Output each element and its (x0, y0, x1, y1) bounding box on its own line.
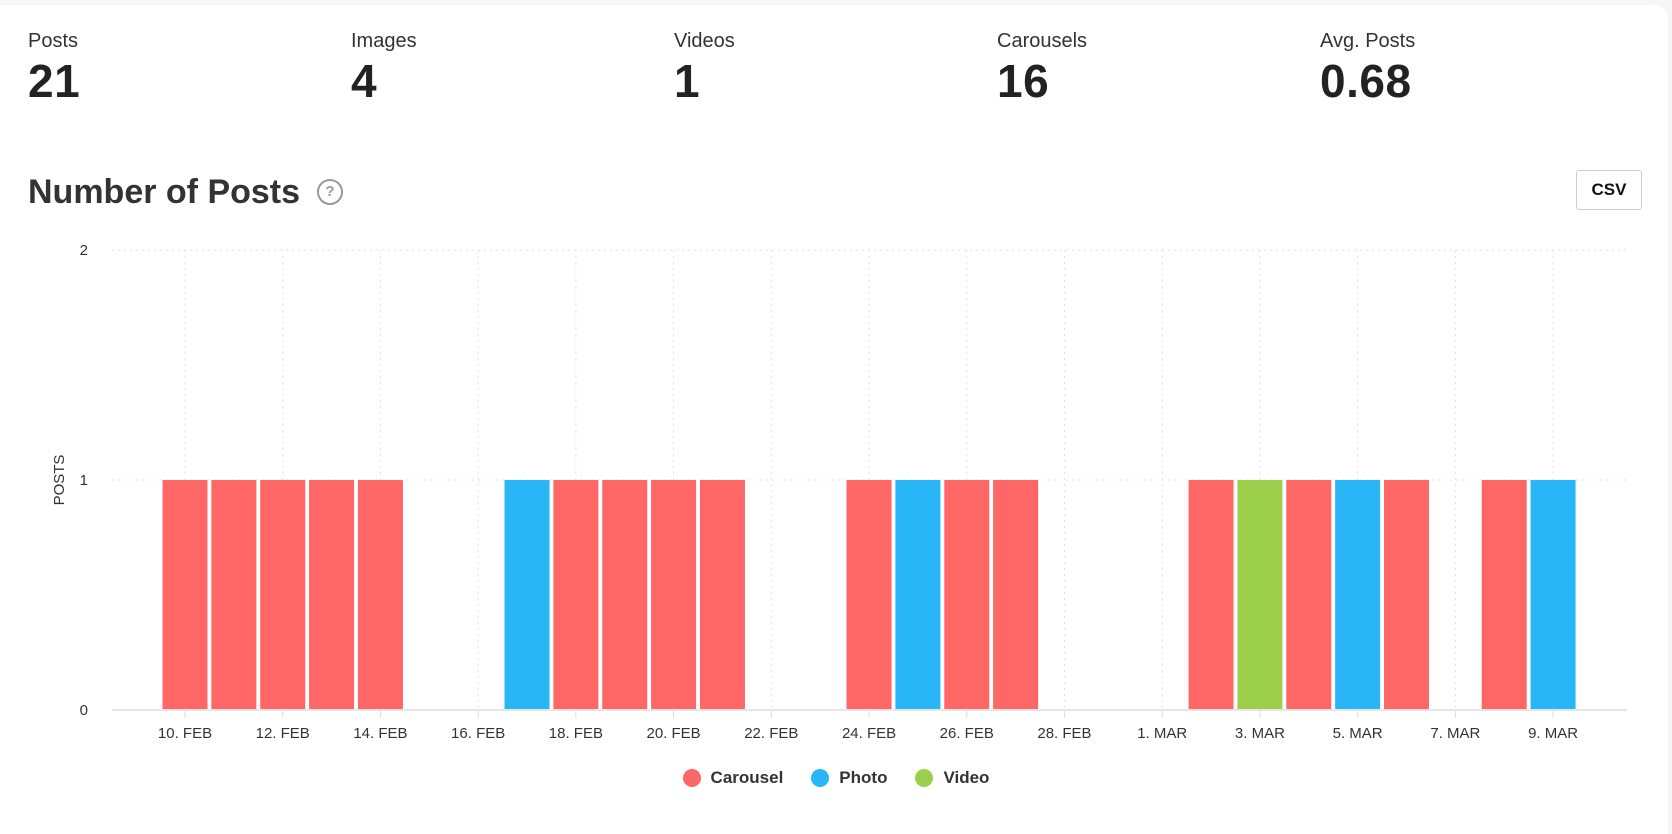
bar-video[interactable] (1237, 480, 1283, 710)
bar-carousel[interactable] (699, 480, 745, 710)
bars (162, 480, 1576, 710)
bar-carousel[interactable] (1481, 480, 1527, 710)
legend-label: Photo (839, 768, 888, 787)
legend-dot-icon (811, 769, 830, 787)
legend-dot-icon (682, 769, 701, 787)
section-title: Number of Posts (28, 173, 301, 211)
stat-posts: Posts 21 (28, 29, 80, 107)
bar-carousel[interactable] (553, 480, 599, 710)
question-circle-icon[interactable]: ? (317, 179, 343, 205)
y-tick-label: 2 (80, 242, 88, 259)
legend-dot-icon (915, 769, 934, 787)
x-tick-label: 16. FEB (451, 725, 505, 742)
stat-value: 16 (997, 55, 1050, 107)
y-tick-label: 1 (80, 472, 88, 489)
x-tick-label: 20. FEB (646, 725, 700, 742)
bar-carousel[interactable] (211, 480, 257, 710)
bar-carousel[interactable] (944, 480, 990, 710)
x-tick-label: 26. FEB (940, 725, 994, 742)
stat-label: Posts (28, 30, 79, 52)
axes: 0 1 2 10. FEB 12. FEB 14. FEB 16. FEB 18. FEB 20… (51, 242, 1627, 742)
x-tick-label: 3. MAR (1235, 725, 1285, 742)
legend-item-video[interactable]: Video (915, 768, 989, 788)
x-tick-label: 14. FEB (353, 725, 407, 742)
x-tick-label: 9. MAR (1528, 725, 1578, 742)
x-tick-label: 1. MAR (1137, 725, 1187, 742)
stat-avg-posts: Avg. Posts 0.68 (1320, 29, 1415, 107)
stat-label: Avg. Posts (1320, 30, 1416, 52)
stat-value: 21 (28, 55, 81, 107)
stat-value: 4 (351, 55, 378, 107)
stat-value: 0.68 (1320, 55, 1412, 107)
x-tick-label: 10. FEB (158, 725, 212, 742)
bar-carousel[interactable] (651, 480, 697, 710)
bar-carousel[interactable] (357, 480, 403, 710)
bar-carousel[interactable] (309, 480, 355, 710)
bar-carousel[interactable] (1384, 480, 1429, 710)
x-tick-label: 18. FEB (549, 725, 603, 742)
bar-carousel[interactable] (846, 480, 892, 710)
x-tick-label: 7. MAR (1430, 725, 1480, 742)
stat-label: Carousels (997, 30, 1088, 52)
y-tick-label: 0 (80, 702, 88, 719)
legend-item-carousel[interactable]: Carousel (682, 768, 784, 788)
bar-carousel[interactable] (602, 480, 648, 710)
bar-carousel[interactable] (993, 480, 1039, 710)
stat-label: Images (351, 30, 417, 52)
legend-label: Carousel (710, 768, 784, 787)
stat-images: Images 4 (351, 29, 417, 107)
bar-carousel[interactable] (1188, 480, 1234, 710)
stat-carousels: Carousels 16 (997, 29, 1087, 107)
x-tick-label: 24. FEB (842, 725, 896, 742)
x-tick-label: 5. MAR (1333, 725, 1383, 742)
bar-photo[interactable] (1530, 480, 1576, 710)
x-tick-label: 22. FEB (744, 725, 798, 742)
stat-videos: Videos 1 (674, 29, 735, 107)
bar-carousel[interactable] (260, 480, 306, 710)
chart-legend: Carousel Photo Video (0, 768, 1672, 792)
y-axis-title: POSTS (51, 455, 68, 506)
bar-carousel[interactable] (162, 480, 208, 710)
x-tick-label: 12. FEB (256, 725, 310, 742)
bar-photo[interactable] (895, 480, 941, 710)
legend-label: Video (943, 768, 990, 787)
stat-value: 1 (674, 55, 701, 107)
bar-photo[interactable] (504, 480, 550, 710)
csv-export-button[interactable]: CSV (1576, 170, 1642, 210)
x-tick-label: 28. FEB (1037, 725, 1091, 742)
stat-label: Videos (674, 30, 735, 52)
legend-item-photo[interactable]: Photo (811, 768, 887, 788)
bar-carousel[interactable] (1286, 480, 1332, 710)
bar-photo[interactable] (1335, 480, 1381, 710)
